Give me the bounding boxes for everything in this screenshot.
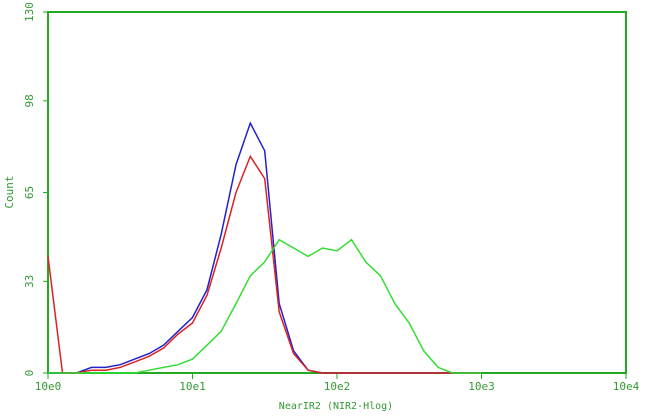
y-tick-label: 33 bbox=[23, 275, 36, 288]
x-axis-label: NearIR2 (NIR2-Hlog) bbox=[279, 401, 393, 412]
y-axis-label: Count bbox=[3, 175, 16, 208]
y-tick-label: 65 bbox=[23, 186, 36, 199]
y-tick-label: 130 bbox=[23, 2, 36, 22]
y-tick-label: 98 bbox=[23, 94, 36, 107]
x-tick-label: 10e3 bbox=[468, 380, 495, 393]
x-tick-label: 10e1 bbox=[179, 380, 206, 393]
y-tick-label: 0 bbox=[23, 370, 36, 377]
x-tick-label: 10e0 bbox=[35, 380, 62, 393]
histogram-line bbox=[48, 238, 482, 374]
histogram-line bbox=[47, 154, 482, 374]
x-tick-label: 10e2 bbox=[324, 380, 351, 393]
x-tick-label: 10e4 bbox=[613, 380, 640, 393]
plot-frame bbox=[47, 11, 627, 374]
